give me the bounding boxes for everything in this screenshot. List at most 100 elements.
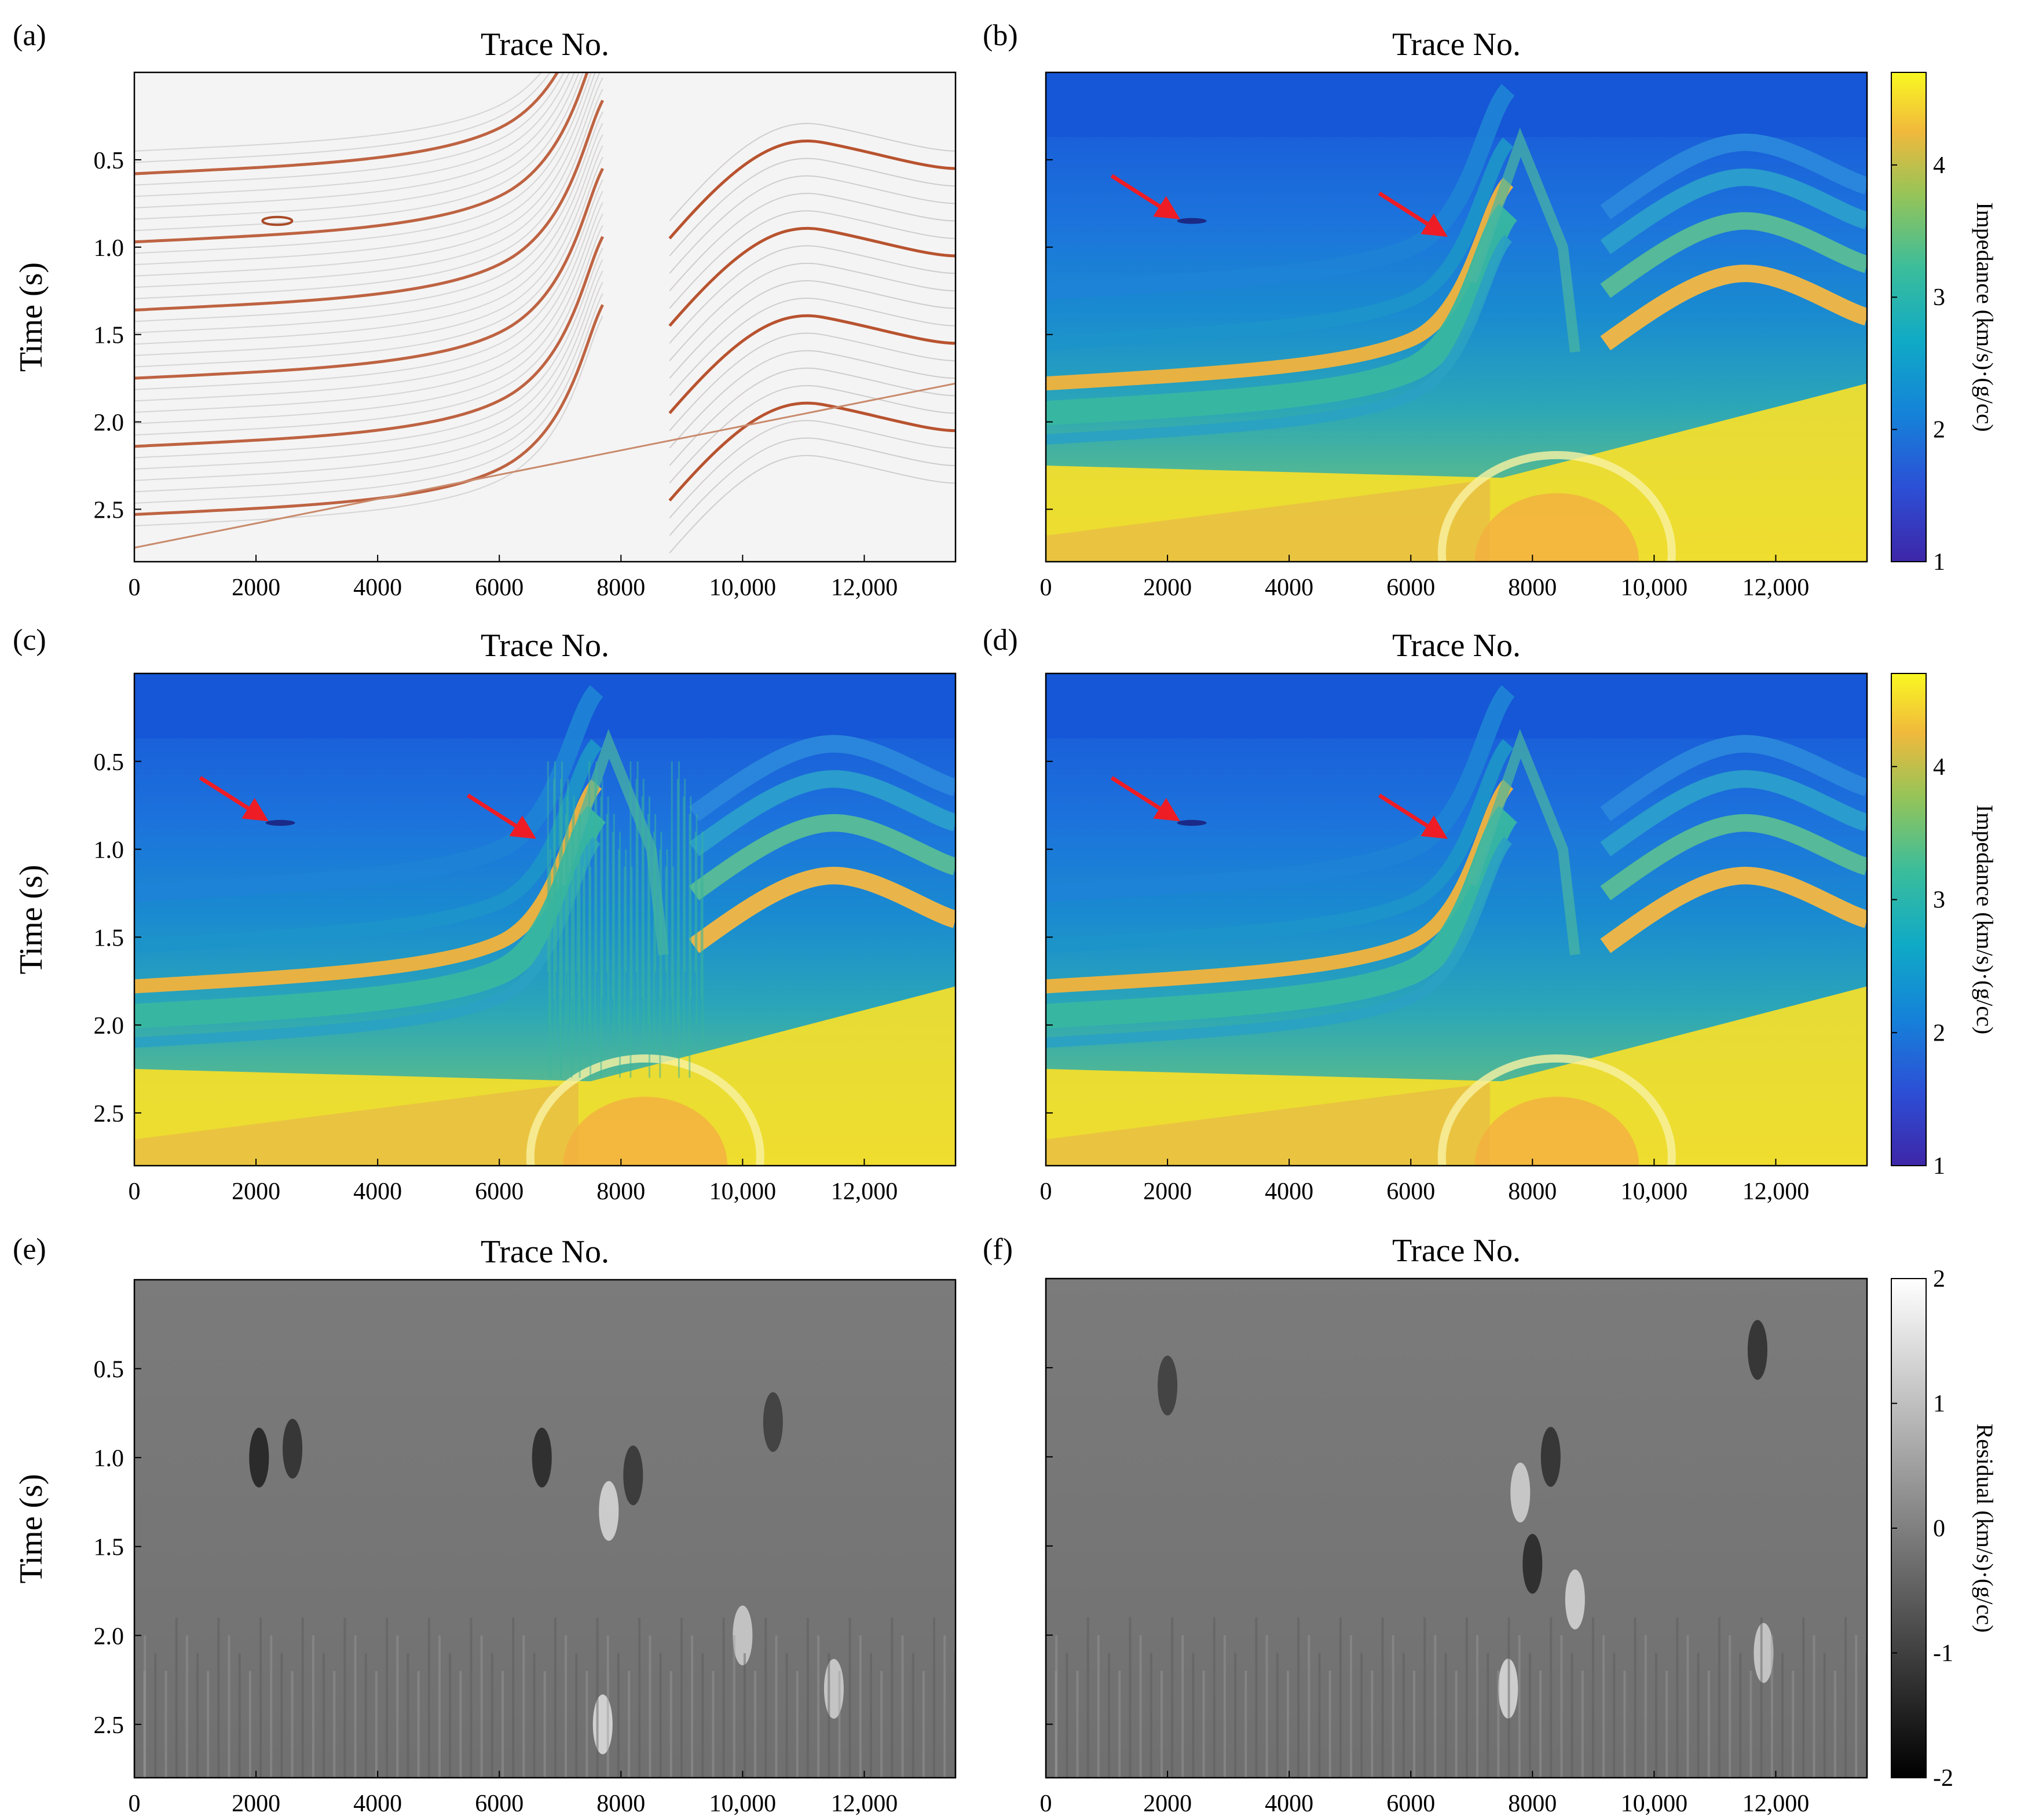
x-tick-label: 0	[1040, 1178, 1052, 1205]
reflector	[134, 213, 603, 424]
reflector	[669, 262, 956, 361]
reflector	[134, 236, 605, 448]
residual-anomaly	[623, 1445, 643, 1506]
axes-frame	[133, 672, 957, 1167]
colorbar-tick-label: -1	[1933, 1640, 1953, 1667]
reflector	[134, 202, 603, 413]
reflector	[669, 420, 956, 519]
impedance-layer-band	[1600, 735, 1867, 822]
colorbar-tick-label: 1	[1933, 549, 1945, 576]
impedance-layer-band	[689, 814, 956, 900]
y-tick-label: 1.5	[94, 1535, 125, 1561]
reflector	[134, 304, 605, 517]
x-tick-label: 12,000	[1743, 1790, 1810, 1817]
reflector	[134, 281, 603, 493]
x-tick-label: 4000	[353, 1178, 402, 1205]
reflector	[668, 139, 956, 240]
reflector	[134, 225, 603, 436]
x-tick-label: 0	[129, 1178, 141, 1205]
residual-anomaly	[592, 1694, 613, 1755]
dipping-layer	[1046, 479, 1490, 562]
panel-image	[1046, 673, 1867, 1166]
y-tick-label: 1.0	[94, 837, 125, 864]
salt-dome-core	[1474, 493, 1639, 562]
residual-anomaly	[733, 1605, 753, 1665]
colorbar-tick-label: 2	[1933, 417, 1945, 444]
residual-anomaly	[763, 1392, 783, 1452]
gas-lens	[1177, 218, 1207, 224]
reflector	[669, 350, 956, 449]
colorbar-label: Impedance (km/s)·(g/cc)	[1972, 805, 1998, 1034]
reflector	[134, 167, 605, 380]
impedance-layer-band	[1046, 137, 1514, 350]
x-tick-label: 2000	[1143, 574, 1192, 601]
x-tick-label: 6000	[1386, 1790, 1435, 1817]
panel-label: (c)	[13, 624, 46, 657]
colorbar	[1891, 72, 1927, 562]
colorbar-tick-label: 0	[1933, 1515, 1945, 1542]
water-layer	[1046, 72, 1867, 137]
impedance-layer-band	[1046, 204, 1518, 426]
annotation-arrow-1	[1110, 174, 1180, 219]
x-tick-label: 4000	[1265, 574, 1313, 601]
reflector	[669, 245, 956, 344]
y-tick-label: 1.0	[94, 1445, 125, 1472]
reflector	[134, 145, 603, 356]
y-tick-label: 1.5	[94, 925, 125, 951]
colorbar-tick-label: 1	[1933, 1153, 1945, 1180]
panel-image	[1046, 72, 1867, 562]
axes-frame	[1045, 71, 1868, 563]
axes-frame	[1045, 1277, 1868, 1779]
reflector	[134, 72, 575, 208]
x-tick-label: 6000	[475, 574, 524, 601]
panel-label: (b)	[983, 19, 1018, 52]
y-tick-label: 2.5	[94, 1712, 125, 1739]
panel-title: Trace No.	[1392, 628, 1521, 664]
colorbar-tick-label: 4	[1933, 754, 1945, 781]
panel-label: (f)	[983, 1233, 1013, 1266]
reflector	[134, 134, 603, 345]
x-tick-label: 8000	[1508, 1790, 1557, 1817]
x-tick-label: 4000	[353, 1790, 402, 1817]
salt-dome-arc	[1437, 451, 1676, 562]
fault-zone	[1466, 127, 1580, 353]
panel-title: Trace No.	[481, 628, 609, 664]
residual-anomaly	[1498, 1658, 1518, 1719]
panel-image	[134, 1280, 956, 1778]
reflector	[669, 210, 956, 309]
reflector	[134, 77, 603, 288]
impedance-layer-band	[1046, 83, 1516, 300]
residual-anomaly	[532, 1427, 552, 1488]
annotation-arrow-1	[199, 776, 269, 822]
reflector	[134, 72, 565, 186]
residual-anomaly	[599, 1481, 619, 1541]
reflector	[134, 72, 551, 163]
reflector	[134, 72, 570, 197]
x-tick-label: 6000	[1386, 1178, 1435, 1205]
residual-anomaly	[283, 1419, 303, 1479]
residual-anomaly	[1565, 1569, 1585, 1629]
salt-dome-core	[1474, 1097, 1639, 1166]
reflector	[134, 259, 603, 470]
impedance-layer-band	[1046, 837, 1513, 1048]
axes-frame	[1045, 672, 1868, 1167]
impedance-layer-band	[1046, 685, 1516, 902]
reflector	[669, 123, 956, 222]
panel-label: (e)	[13, 1233, 46, 1266]
reflector	[134, 72, 592, 254]
reflector	[134, 89, 603, 299]
x-tick-label: 2000	[1143, 1178, 1192, 1205]
reflector	[134, 72, 580, 220]
panel-title: Trace No.	[1392, 27, 1521, 63]
x-tick-label: 10,000	[1621, 1790, 1688, 1817]
x-tick-label: 8000	[596, 1790, 645, 1817]
y-axis-label: Time (s)	[13, 1474, 49, 1583]
x-tick-label: 10,000	[1621, 574, 1688, 601]
impedance-layer-band	[1600, 814, 1867, 900]
x-tick-label: 6000	[475, 1178, 524, 1205]
reflector	[669, 175, 956, 274]
salt-dome-arc	[526, 1054, 764, 1166]
impedance-layer-band	[1600, 212, 1867, 298]
axes-frame	[133, 71, 957, 563]
